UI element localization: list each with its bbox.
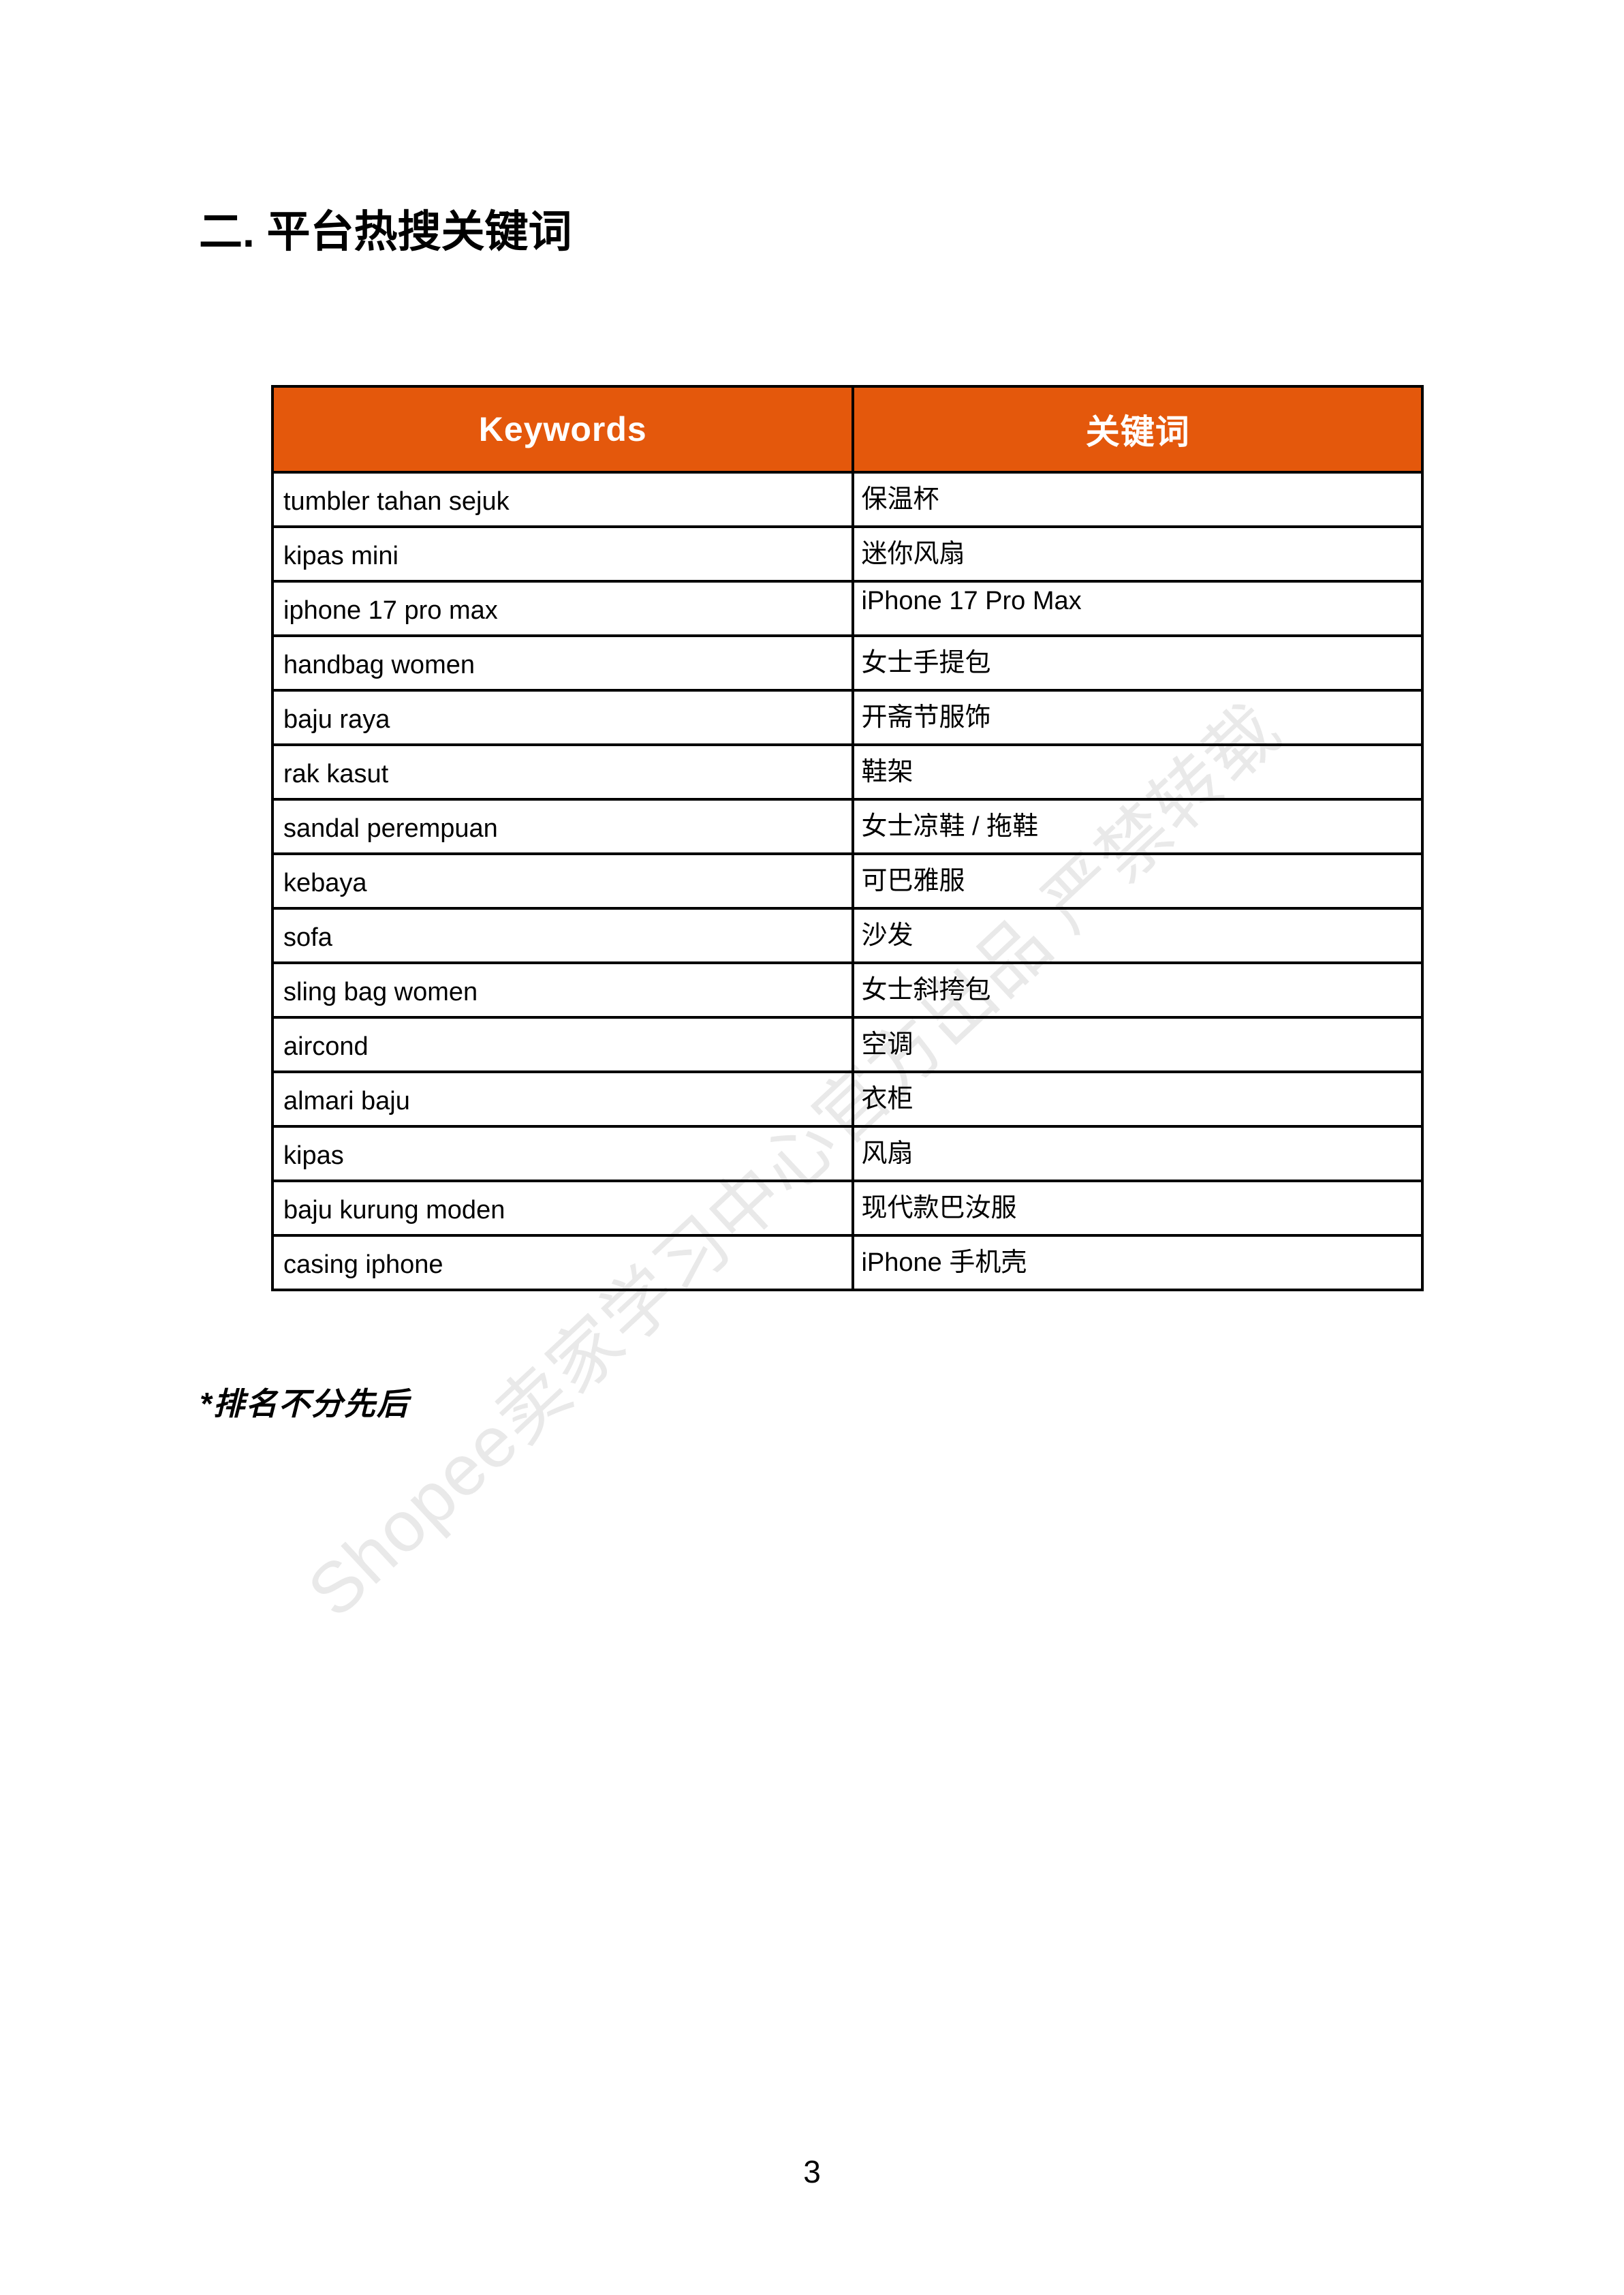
translation-cell: 开斋节服饰: [852, 689, 1424, 746]
table-row: rak kasut 鞋架: [270, 743, 1424, 801]
translation-cell: 保温杯: [852, 471, 1424, 528]
table-row: sling bag women 女士斜挎包: [270, 961, 1424, 1019]
translation-cell: 女士斜挎包: [852, 961, 1424, 1019]
keyword-cell: casing iphone: [270, 1234, 855, 1291]
table-row: baju raya 开斋节服饰: [270, 689, 1424, 746]
table-row: kebaya 可巴雅服: [270, 852, 1424, 910]
keyword-cell: sofa: [270, 907, 855, 964]
column-header-keywords: Keywords: [270, 385, 855, 474]
translation-cell: 风扇: [852, 1125, 1424, 1182]
table-row: aircond 空调: [270, 1016, 1424, 1073]
translation-cell: 女士手提包: [852, 634, 1424, 692]
table-row: almari baju 衣柜: [270, 1071, 1424, 1128]
table-row: baju kurung moden 现代款巴汝服: [270, 1180, 1424, 1237]
keyword-cell: aircond: [270, 1016, 855, 1073]
translation-cell: 空调: [852, 1016, 1424, 1073]
keyword-cell: rak kasut: [270, 743, 855, 801]
page-title: 二. 平台热搜关键词: [199, 207, 572, 256]
translation-cell: 衣柜: [852, 1071, 1424, 1128]
translation-cell: 鞋架: [852, 743, 1424, 801]
translation-cell: 沙发: [852, 907, 1424, 964]
table-row: sofa 沙发: [270, 907, 1424, 964]
translation-cell: 现代款巴汝服: [852, 1180, 1424, 1237]
table-row: iphone 17 pro max iPhone 17 Pro Max: [270, 580, 1424, 637]
table-header: Keywords 关键词: [270, 385, 1424, 474]
table-row: kipas 风扇: [270, 1125, 1424, 1182]
keyword-cell: tumbler tahan sejuk: [270, 471, 855, 528]
table-row: handbag women 女士手提包: [270, 634, 1424, 692]
keyword-cell: kebaya: [270, 852, 855, 910]
keyword-cell: almari baju: [270, 1071, 855, 1128]
translation-cell: 可巴雅服: [852, 852, 1424, 910]
table-row: casing iphone iPhone 手机壳: [270, 1234, 1424, 1291]
keyword-cell: handbag women: [270, 634, 855, 692]
keyword-cell: baju raya: [270, 689, 855, 746]
keyword-cell: sandal perempuan: [270, 798, 855, 855]
table-row: kipas mini 迷你风扇: [270, 525, 1424, 583]
table-row: tumbler tahan sejuk 保温杯: [270, 471, 1424, 528]
keyword-cell: kipas: [270, 1125, 855, 1182]
table-header-row: Keywords 关键词: [270, 385, 1424, 474]
footnote: *排名不分先后: [200, 1386, 409, 1421]
translation-cell: iPhone 17 Pro Max: [852, 580, 1424, 637]
translation-cell: 女士凉鞋 / 拖鞋: [852, 798, 1424, 855]
table-body: tumbler tahan sejuk 保温杯 kipas mini 迷你风扇 ipho…: [270, 471, 1424, 1291]
page-number: 3: [803, 2154, 821, 2189]
keyword-cell: baju kurung moden: [270, 1180, 855, 1237]
column-header-translation: 关键词: [852, 385, 1424, 474]
table-row: sandal perempuan 女士凉鞋 / 拖鞋: [270, 798, 1424, 855]
translation-cell: iPhone 手机壳: [852, 1234, 1424, 1291]
keyword-cell: iphone 17 pro max: [270, 580, 855, 637]
keyword-cell: sling bag women: [270, 961, 855, 1019]
keywords-table: Keywords 关键词 tumbler tahan sejuk 保温杯 kipas…: [270, 385, 1424, 1291]
translation-cell: 迷你风扇: [852, 525, 1424, 583]
keyword-cell: kipas mini: [270, 525, 855, 583]
